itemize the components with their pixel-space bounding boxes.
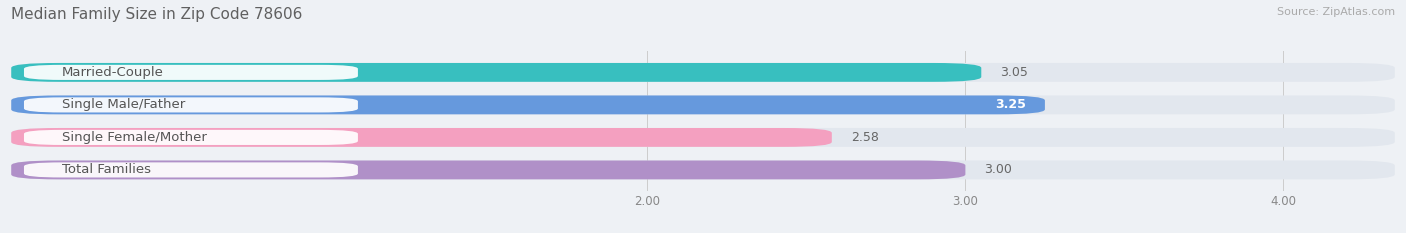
Text: Single Male/Father: Single Male/Father <box>62 98 186 111</box>
Text: 3.25: 3.25 <box>995 98 1026 111</box>
Text: Total Families: Total Families <box>62 163 150 176</box>
FancyBboxPatch shape <box>24 130 359 145</box>
FancyBboxPatch shape <box>24 162 359 178</box>
FancyBboxPatch shape <box>11 161 1395 179</box>
FancyBboxPatch shape <box>11 63 981 82</box>
FancyBboxPatch shape <box>11 128 832 147</box>
FancyBboxPatch shape <box>11 96 1045 114</box>
Text: Single Female/Mother: Single Female/Mother <box>62 131 207 144</box>
Text: 3.00: 3.00 <box>984 163 1012 176</box>
Text: Married-Couple: Married-Couple <box>62 66 165 79</box>
FancyBboxPatch shape <box>11 96 1395 114</box>
FancyBboxPatch shape <box>24 65 359 80</box>
Text: 2.58: 2.58 <box>851 131 879 144</box>
FancyBboxPatch shape <box>11 63 1395 82</box>
Text: Median Family Size in Zip Code 78606: Median Family Size in Zip Code 78606 <box>11 7 302 22</box>
Text: Source: ZipAtlas.com: Source: ZipAtlas.com <box>1277 7 1395 17</box>
FancyBboxPatch shape <box>24 97 359 113</box>
FancyBboxPatch shape <box>11 128 1395 147</box>
FancyBboxPatch shape <box>11 161 966 179</box>
Text: 3.05: 3.05 <box>1001 66 1028 79</box>
